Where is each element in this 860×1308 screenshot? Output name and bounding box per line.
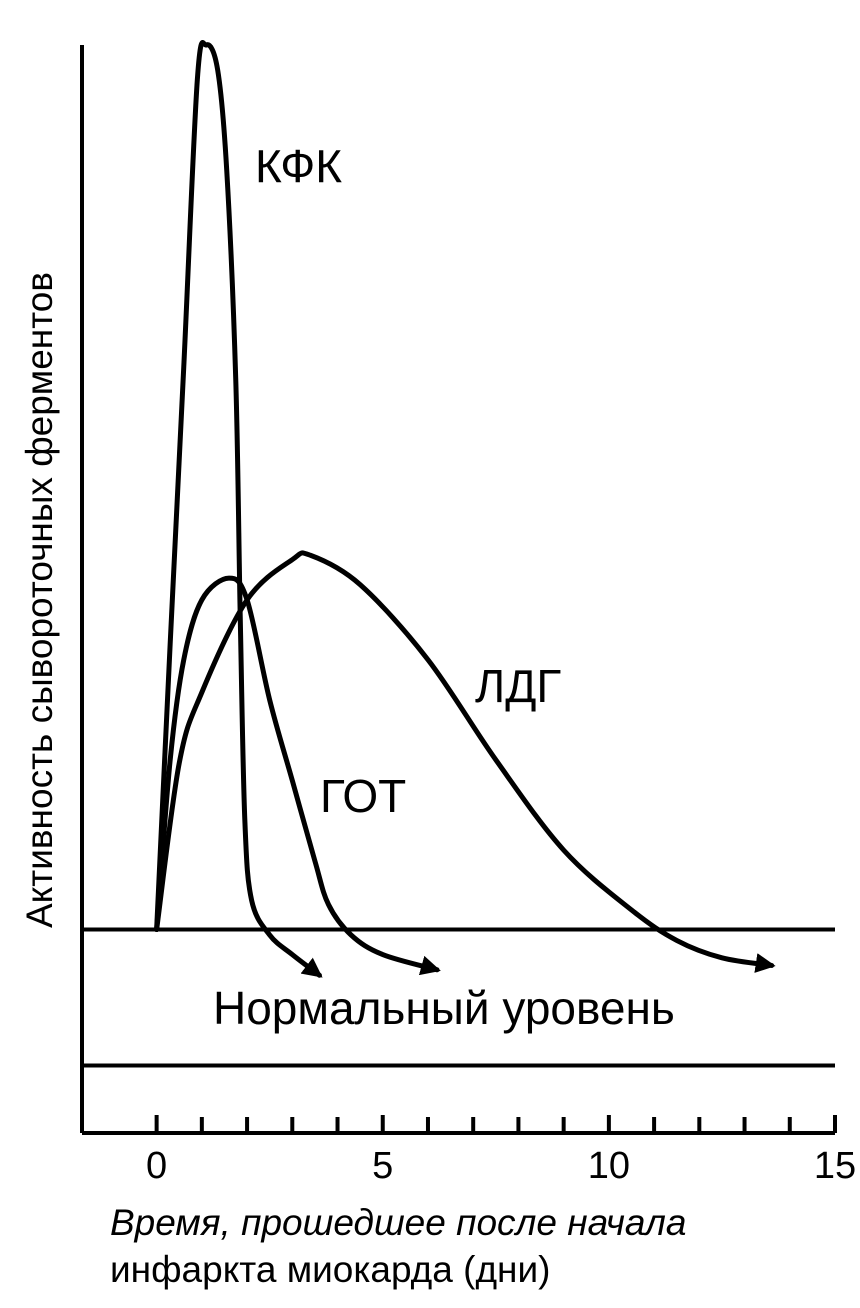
x-tick-label: 0 [146,1145,167,1187]
curve [154,40,323,978]
y-axis-label: Активность сывороточных ферментов [19,272,60,928]
x-tick-label: 10 [588,1145,630,1187]
x-tick-label: 15 [814,1145,856,1187]
series-label: КФК [255,140,342,192]
normal-level-label: Нормальный уровень [213,982,675,1034]
x-axis-label: инфаркта миокарда (дни) [110,1249,550,1290]
x-axis-label: Время, прошедшее после начала [110,1202,686,1243]
curve [154,575,441,976]
series-label: ЛДГ [475,660,561,712]
series-label: ГОТ [320,770,406,822]
curve [154,550,776,973]
x-tick-label: 5 [372,1145,393,1187]
